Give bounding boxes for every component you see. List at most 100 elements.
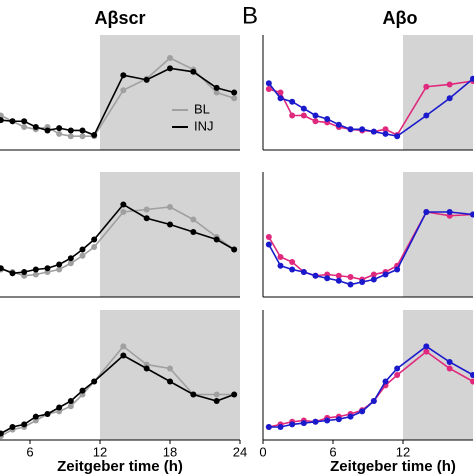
point <box>289 266 296 273</box>
point <box>0 112 4 119</box>
dark-phase <box>100 310 240 440</box>
point <box>32 271 39 278</box>
x-tick-label: 12 <box>93 444 107 459</box>
point <box>382 271 389 278</box>
point <box>347 413 354 420</box>
point <box>21 124 28 130</box>
point <box>79 133 86 140</box>
point <box>56 261 63 268</box>
point <box>0 117 4 124</box>
point <box>423 343 430 350</box>
panel-label: B <box>242 2 258 29</box>
point <box>265 80 272 87</box>
point <box>213 391 220 398</box>
x-tick-label: 12 <box>396 444 410 459</box>
point <box>120 201 127 208</box>
point <box>167 55 173 61</box>
point <box>32 124 39 130</box>
point <box>470 378 474 385</box>
point <box>91 378 98 385</box>
point <box>312 418 319 425</box>
point <box>300 420 307 427</box>
point <box>324 417 331 424</box>
point <box>44 127 51 134</box>
point <box>312 112 319 119</box>
point <box>265 86 272 93</box>
point <box>470 372 474 378</box>
point <box>120 343 127 350</box>
point <box>190 216 197 223</box>
point <box>359 408 366 415</box>
point <box>265 234 272 240</box>
point <box>231 391 238 398</box>
point <box>91 132 98 139</box>
point <box>167 378 173 385</box>
point <box>231 246 238 253</box>
point <box>67 403 74 410</box>
point <box>446 81 453 88</box>
point <box>9 270 16 277</box>
legend-label: INJ <box>194 118 214 133</box>
x-tick-label: 6 <box>26 444 33 459</box>
point <box>382 378 389 385</box>
point <box>32 413 39 420</box>
dark-phase <box>403 35 473 150</box>
point <box>91 236 98 243</box>
point <box>470 75 474 82</box>
point <box>359 126 366 133</box>
point <box>67 127 74 134</box>
point <box>190 229 197 235</box>
point <box>79 252 86 259</box>
x-tick-label: 24 <box>233 444 247 459</box>
point <box>167 65 173 72</box>
point <box>446 365 453 372</box>
point <box>312 272 319 279</box>
point <box>167 204 173 210</box>
point <box>120 72 127 79</box>
point <box>9 424 16 430</box>
point <box>79 246 86 253</box>
point <box>335 121 342 128</box>
point <box>394 266 401 273</box>
point <box>394 133 401 140</box>
point <box>143 215 150 222</box>
point <box>335 416 342 423</box>
point <box>370 276 377 283</box>
point <box>213 89 220 96</box>
point <box>167 365 173 372</box>
point <box>382 130 389 137</box>
point <box>44 411 51 417</box>
point <box>446 209 453 215</box>
dark-phase <box>100 172 240 297</box>
point <box>289 112 296 119</box>
point <box>67 133 74 140</box>
point <box>324 275 331 282</box>
point <box>21 421 28 428</box>
point <box>67 255 74 262</box>
point <box>213 84 220 91</box>
point <box>167 221 173 228</box>
point <box>300 105 307 112</box>
point <box>370 398 377 404</box>
point <box>265 424 272 430</box>
point <box>423 209 430 215</box>
point <box>277 254 284 260</box>
point <box>265 241 272 248</box>
point <box>9 118 16 125</box>
point <box>347 126 354 133</box>
point <box>423 112 430 119</box>
panel-title: Aβscr <box>94 8 145 28</box>
point <box>0 265 4 272</box>
x-axis-label: Zeitgeber time (h) <box>57 458 183 474</box>
point <box>446 95 453 102</box>
point <box>277 262 284 269</box>
point <box>382 126 389 133</box>
point <box>120 352 127 359</box>
point <box>335 277 342 284</box>
point <box>44 265 51 272</box>
point <box>289 421 296 428</box>
point <box>143 76 150 83</box>
point <box>190 391 197 398</box>
point <box>120 209 127 215</box>
